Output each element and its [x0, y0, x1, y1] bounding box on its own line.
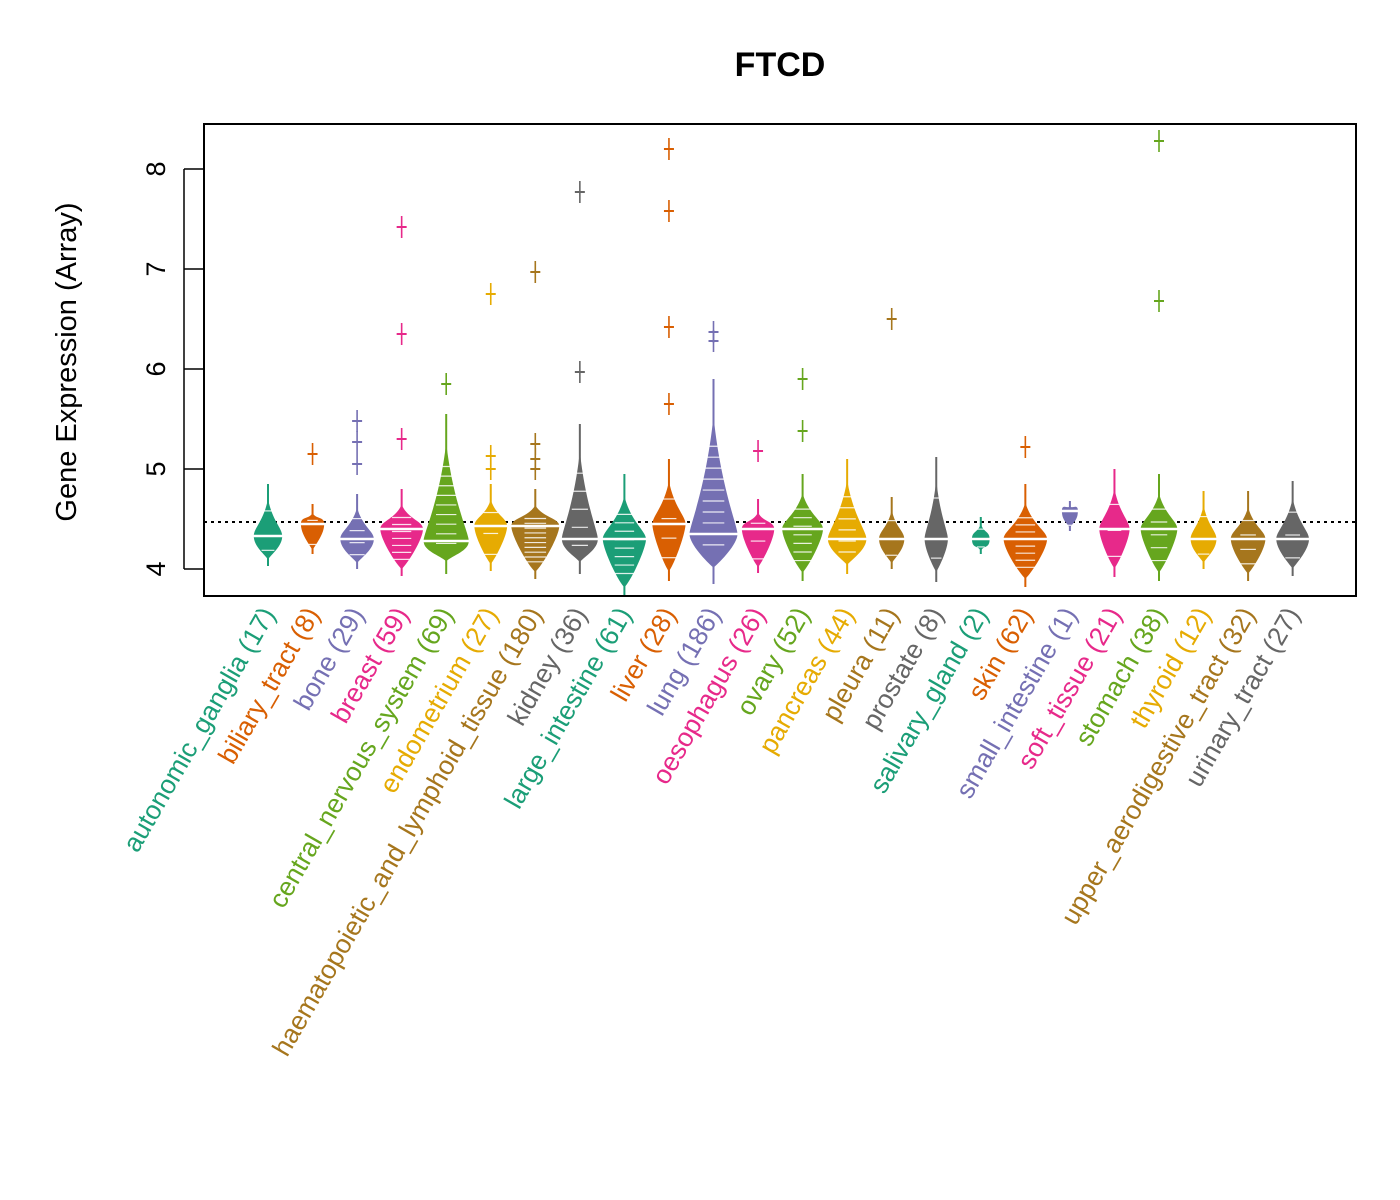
violin-group — [1228, 491, 1268, 581]
y-axis-label: Gene Expression (Array) — [51, 202, 83, 521]
violins — [251, 130, 1312, 597]
violin-body — [689, 415, 738, 568]
violin-body — [380, 504, 424, 570]
violin-body — [1276, 498, 1310, 569]
y-tick-label: 6 — [141, 361, 171, 376]
violin-group — [559, 181, 600, 574]
violin-body — [741, 512, 775, 568]
plot-frame — [203, 123, 1357, 597]
violin-group — [650, 138, 688, 581]
violin-group — [825, 459, 869, 574]
y-tick-label: 8 — [141, 161, 171, 176]
y-tick-label: 5 — [141, 461, 171, 476]
violin-group — [877, 308, 907, 569]
violin-group — [338, 410, 376, 569]
violin-group — [472, 283, 510, 571]
violin-body — [511, 505, 560, 572]
violin-body — [340, 507, 374, 563]
violin-body — [652, 480, 686, 572]
y-axis: 4 5 6 7 8 — [141, 161, 204, 577]
violin-group — [687, 321, 740, 584]
violin-group — [780, 368, 826, 581]
violin-group — [421, 373, 471, 574]
violin-body — [879, 509, 905, 564]
violin-group — [739, 440, 777, 573]
violin-body — [474, 499, 508, 565]
violin-group — [1138, 130, 1180, 581]
y-tick-label: 7 — [141, 261, 171, 276]
violin-body — [300, 513, 325, 550]
violin-group — [1274, 481, 1312, 576]
x-axis-labels: autonomic_ganglia (17)biliary_tract (8)b… — [117, 602, 1306, 1061]
violin-body — [561, 451, 598, 562]
violin-group — [922, 457, 950, 582]
y-tick-label: 4 — [141, 561, 171, 576]
violin-body — [423, 442, 469, 562]
violin-group — [1097, 469, 1132, 577]
violin-body — [1140, 493, 1178, 573]
violin-group — [1001, 436, 1050, 587]
violin-group — [251, 484, 285, 566]
violin-body — [827, 479, 867, 565]
violin-body — [1003, 502, 1048, 579]
violin-body — [924, 479, 948, 572]
violin-group — [600, 474, 649, 597]
violin-body — [971, 523, 990, 552]
violin-group — [378, 216, 426, 576]
violin-body — [602, 496, 647, 588]
violin-group — [969, 517, 992, 554]
chart-title: FTCD — [735, 46, 826, 84]
violin-group — [1059, 501, 1080, 531]
violin-group — [298, 443, 327, 554]
violin-group — [1188, 491, 1219, 569]
violin-body — [782, 493, 824, 573]
violin-body — [1230, 507, 1266, 574]
violin-body — [253, 498, 283, 560]
violin-body — [1190, 505, 1217, 563]
violin-group — [509, 261, 562, 579]
